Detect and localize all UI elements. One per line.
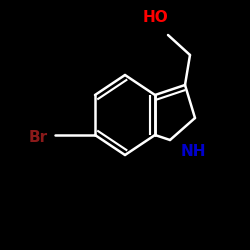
Text: HO: HO — [142, 10, 168, 26]
Text: Br: Br — [28, 130, 48, 144]
Text: NH: NH — [180, 144, 206, 160]
